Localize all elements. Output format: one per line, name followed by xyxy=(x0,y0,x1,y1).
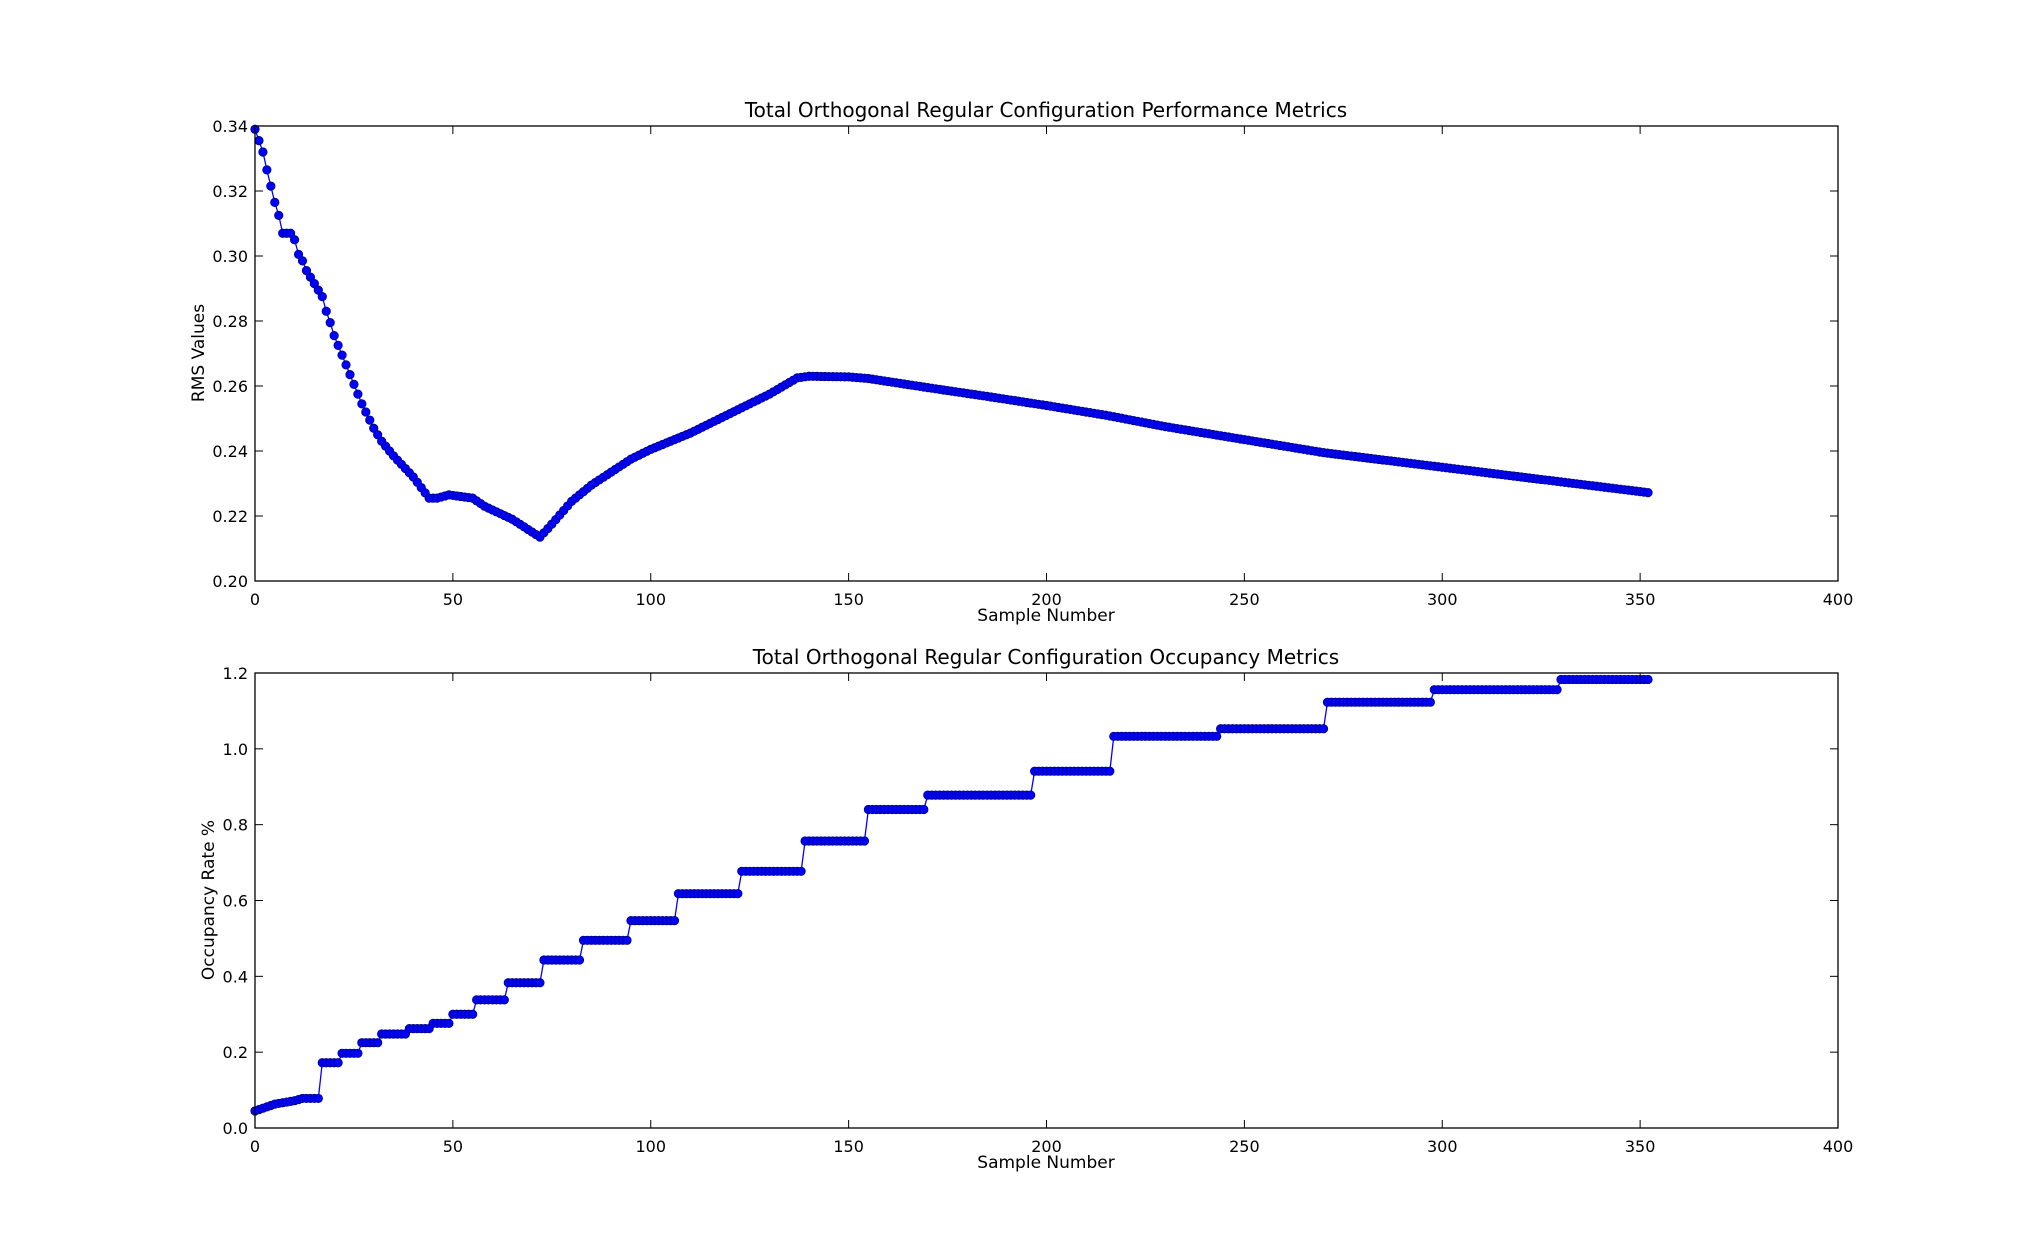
y-tick-label: 1.2 xyxy=(223,664,248,683)
data-point xyxy=(258,147,268,157)
x-tick-label: 250 xyxy=(1229,1137,1260,1156)
y-tick-label: 0.26 xyxy=(212,377,248,396)
data-point xyxy=(329,331,339,341)
data-point xyxy=(353,389,363,399)
data-point xyxy=(254,136,264,146)
x-tick-label: 200 xyxy=(1031,590,1062,609)
x-tick-label: 0 xyxy=(250,590,260,609)
data-point xyxy=(297,256,308,266)
data-point xyxy=(353,1048,363,1058)
x-tick-label: 100 xyxy=(635,1137,666,1156)
data-point xyxy=(357,399,367,409)
data-point xyxy=(361,407,371,417)
data-point xyxy=(317,292,327,302)
data-point xyxy=(468,1009,478,1019)
y-tick-label: 0.2 xyxy=(223,1043,248,1062)
data-point xyxy=(574,955,585,965)
x-axis-label: Sample Number xyxy=(977,606,1114,626)
plot-frame xyxy=(254,672,1839,1129)
data-point xyxy=(1318,724,1329,734)
data-point xyxy=(444,1018,454,1028)
data-point xyxy=(535,978,545,988)
data-point xyxy=(333,1058,343,1068)
y-tick-label: 0.4 xyxy=(223,967,248,986)
y-tick-label: 0.22 xyxy=(212,507,248,526)
x-tick-label: 50 xyxy=(443,1137,463,1156)
data-point xyxy=(274,210,284,220)
x-tick-label: 300 xyxy=(1427,1137,1458,1156)
data-point xyxy=(622,935,632,945)
x-tick-label: 350 xyxy=(1625,1137,1656,1156)
chart-title: Total Orthogonal Regular Configuration O… xyxy=(752,645,1339,669)
occupancy-chart: Total Orthogonal Regular Configuration O… xyxy=(199,645,1853,1173)
x-tick-label: 150 xyxy=(833,590,864,609)
x-tick-label: 250 xyxy=(1229,590,1260,609)
y-tick-label: 0.34 xyxy=(212,117,248,136)
data-point xyxy=(266,181,276,191)
data-point xyxy=(1026,790,1036,800)
data-point xyxy=(859,836,870,846)
y-tick-label: 0.20 xyxy=(212,572,248,591)
y-axis-label: RMS Values xyxy=(189,304,209,402)
x-axis-label: Sample Number xyxy=(977,1153,1114,1173)
y-tick-label: 0.28 xyxy=(212,312,248,331)
data-point xyxy=(1552,685,1562,695)
data-point xyxy=(1643,674,1653,685)
data-point xyxy=(499,995,509,1005)
data-point xyxy=(373,1038,383,1048)
y-tick-label: 0.30 xyxy=(212,247,248,266)
x-tick-label: 400 xyxy=(1823,590,1854,609)
x-tick-label: 350 xyxy=(1625,590,1656,609)
y-tick-label: 0.32 xyxy=(212,182,248,201)
data-point xyxy=(270,197,280,207)
data-point xyxy=(289,235,300,245)
data-point xyxy=(1643,487,1653,498)
data-point xyxy=(345,370,355,380)
y-tick-label: 0.24 xyxy=(212,442,248,461)
y-tick-label: 0.8 xyxy=(223,816,248,835)
performance-chart: Total Orthogonal Regular Configuration P… xyxy=(189,98,1853,626)
data-point xyxy=(796,866,806,876)
data-point xyxy=(337,350,347,360)
data-point xyxy=(669,915,680,926)
x-tick-label: 300 xyxy=(1427,590,1458,609)
data-point xyxy=(919,804,929,815)
data-point xyxy=(349,379,359,389)
data-point xyxy=(1212,731,1222,741)
data-point xyxy=(313,1093,323,1104)
data-point xyxy=(341,360,351,370)
data-point xyxy=(333,340,343,350)
y-axis-label: Occupancy Rate % xyxy=(199,820,219,980)
x-tick-label: 150 xyxy=(833,1137,864,1156)
y-tick-label: 0.6 xyxy=(223,892,248,911)
data-point xyxy=(325,318,335,328)
data-point xyxy=(365,415,375,425)
data-point xyxy=(262,165,272,175)
x-tick-label: 0 xyxy=(250,1137,260,1156)
series-line xyxy=(254,678,1649,1112)
x-tick-label: 50 xyxy=(443,590,463,609)
x-tick-label: 400 xyxy=(1823,1137,1854,1156)
data-point xyxy=(1425,697,1435,707)
y-tick-label: 1.0 xyxy=(223,740,248,759)
data-point xyxy=(321,306,331,316)
data-point xyxy=(1105,766,1115,776)
x-tick-label: 200 xyxy=(1031,1137,1062,1156)
x-tick-label: 100 xyxy=(635,590,666,609)
series-line xyxy=(254,129,1649,538)
y-tick-label: 0.0 xyxy=(223,1119,248,1138)
data-point xyxy=(733,889,743,899)
chart-title: Total Orthogonal Regular Configuration P… xyxy=(744,98,1347,122)
